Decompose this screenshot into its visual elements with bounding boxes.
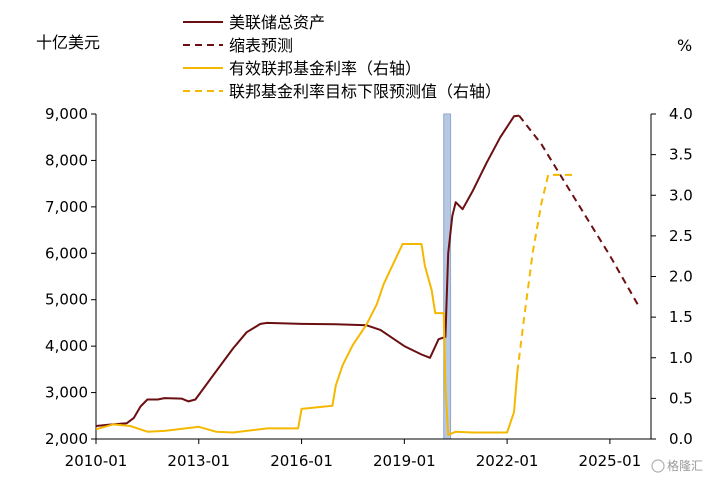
right-tick-label: 4.0 [669,105,693,123]
watermark-logo-icon [651,459,665,473]
watermark-text: 格隆汇 [667,458,703,473]
x-tick-label: 2013-01 [167,452,230,470]
right-tick-label: 2.0 [669,268,693,286]
legend-label-2: 缩表预测 [229,36,293,55]
legend-label-1: 美联储总资产 [229,13,325,32]
x-axis-ticks: 2010-01 2013-01 2016-01 2019-01 2022-01 2025-… [65,439,642,470]
left-axis-ticks: 2,000 3,000 4,000 5,000 6,000 7,000 8,000 9,000 [45,105,96,448]
right-tick-label: 1.5 [669,308,693,326]
legend-label-3: 有效联邦基金利率（右轴） [229,59,421,78]
right-axis-ticks: 0.0 0.5 1.0 1.5 2.0 2.5 3.0 3.5 4.0 [651,105,693,448]
left-tick-label: 4,000 [45,337,88,355]
series-lines [95,114,640,436]
left-axis-unit: 十亿美元 [36,33,100,52]
left-tick-label: 5,000 [45,291,88,309]
watermark: 格隆汇 [651,458,703,473]
left-tick-label: 8,000 [45,151,88,169]
right-axis-unit: % [677,36,692,55]
series-line-3 [95,243,519,436]
series-line-1 [95,114,520,427]
right-tick-label: 0.0 [669,430,693,448]
series-line-2 [518,114,640,308]
left-tick-label: 7,000 [45,198,88,216]
legend-label-4: 联邦基金利率目标下限预测值（右轴） [229,82,501,101]
left-tick-label: 6,000 [45,244,88,262]
left-tick-label: 3,000 [45,384,88,402]
x-tick-label: 2016-01 [270,452,333,470]
right-tick-label: 0.5 [669,389,693,407]
right-tick-label: 1.0 [669,349,693,367]
right-tick-label: 3.5 [669,146,693,164]
right-tick-label: 2.5 [669,227,693,245]
series-line-4 [516,173,576,372]
x-tick-label: 2025-01 [579,452,642,470]
left-tick-label: 9,000 [45,105,88,123]
left-tick-label: 2,000 [45,430,88,448]
x-tick-label: 2022-01 [476,452,539,470]
x-tick-label: 2019-01 [373,452,436,470]
x-tick-label: 2010-01 [65,452,128,470]
right-tick-label: 3.0 [669,186,693,204]
